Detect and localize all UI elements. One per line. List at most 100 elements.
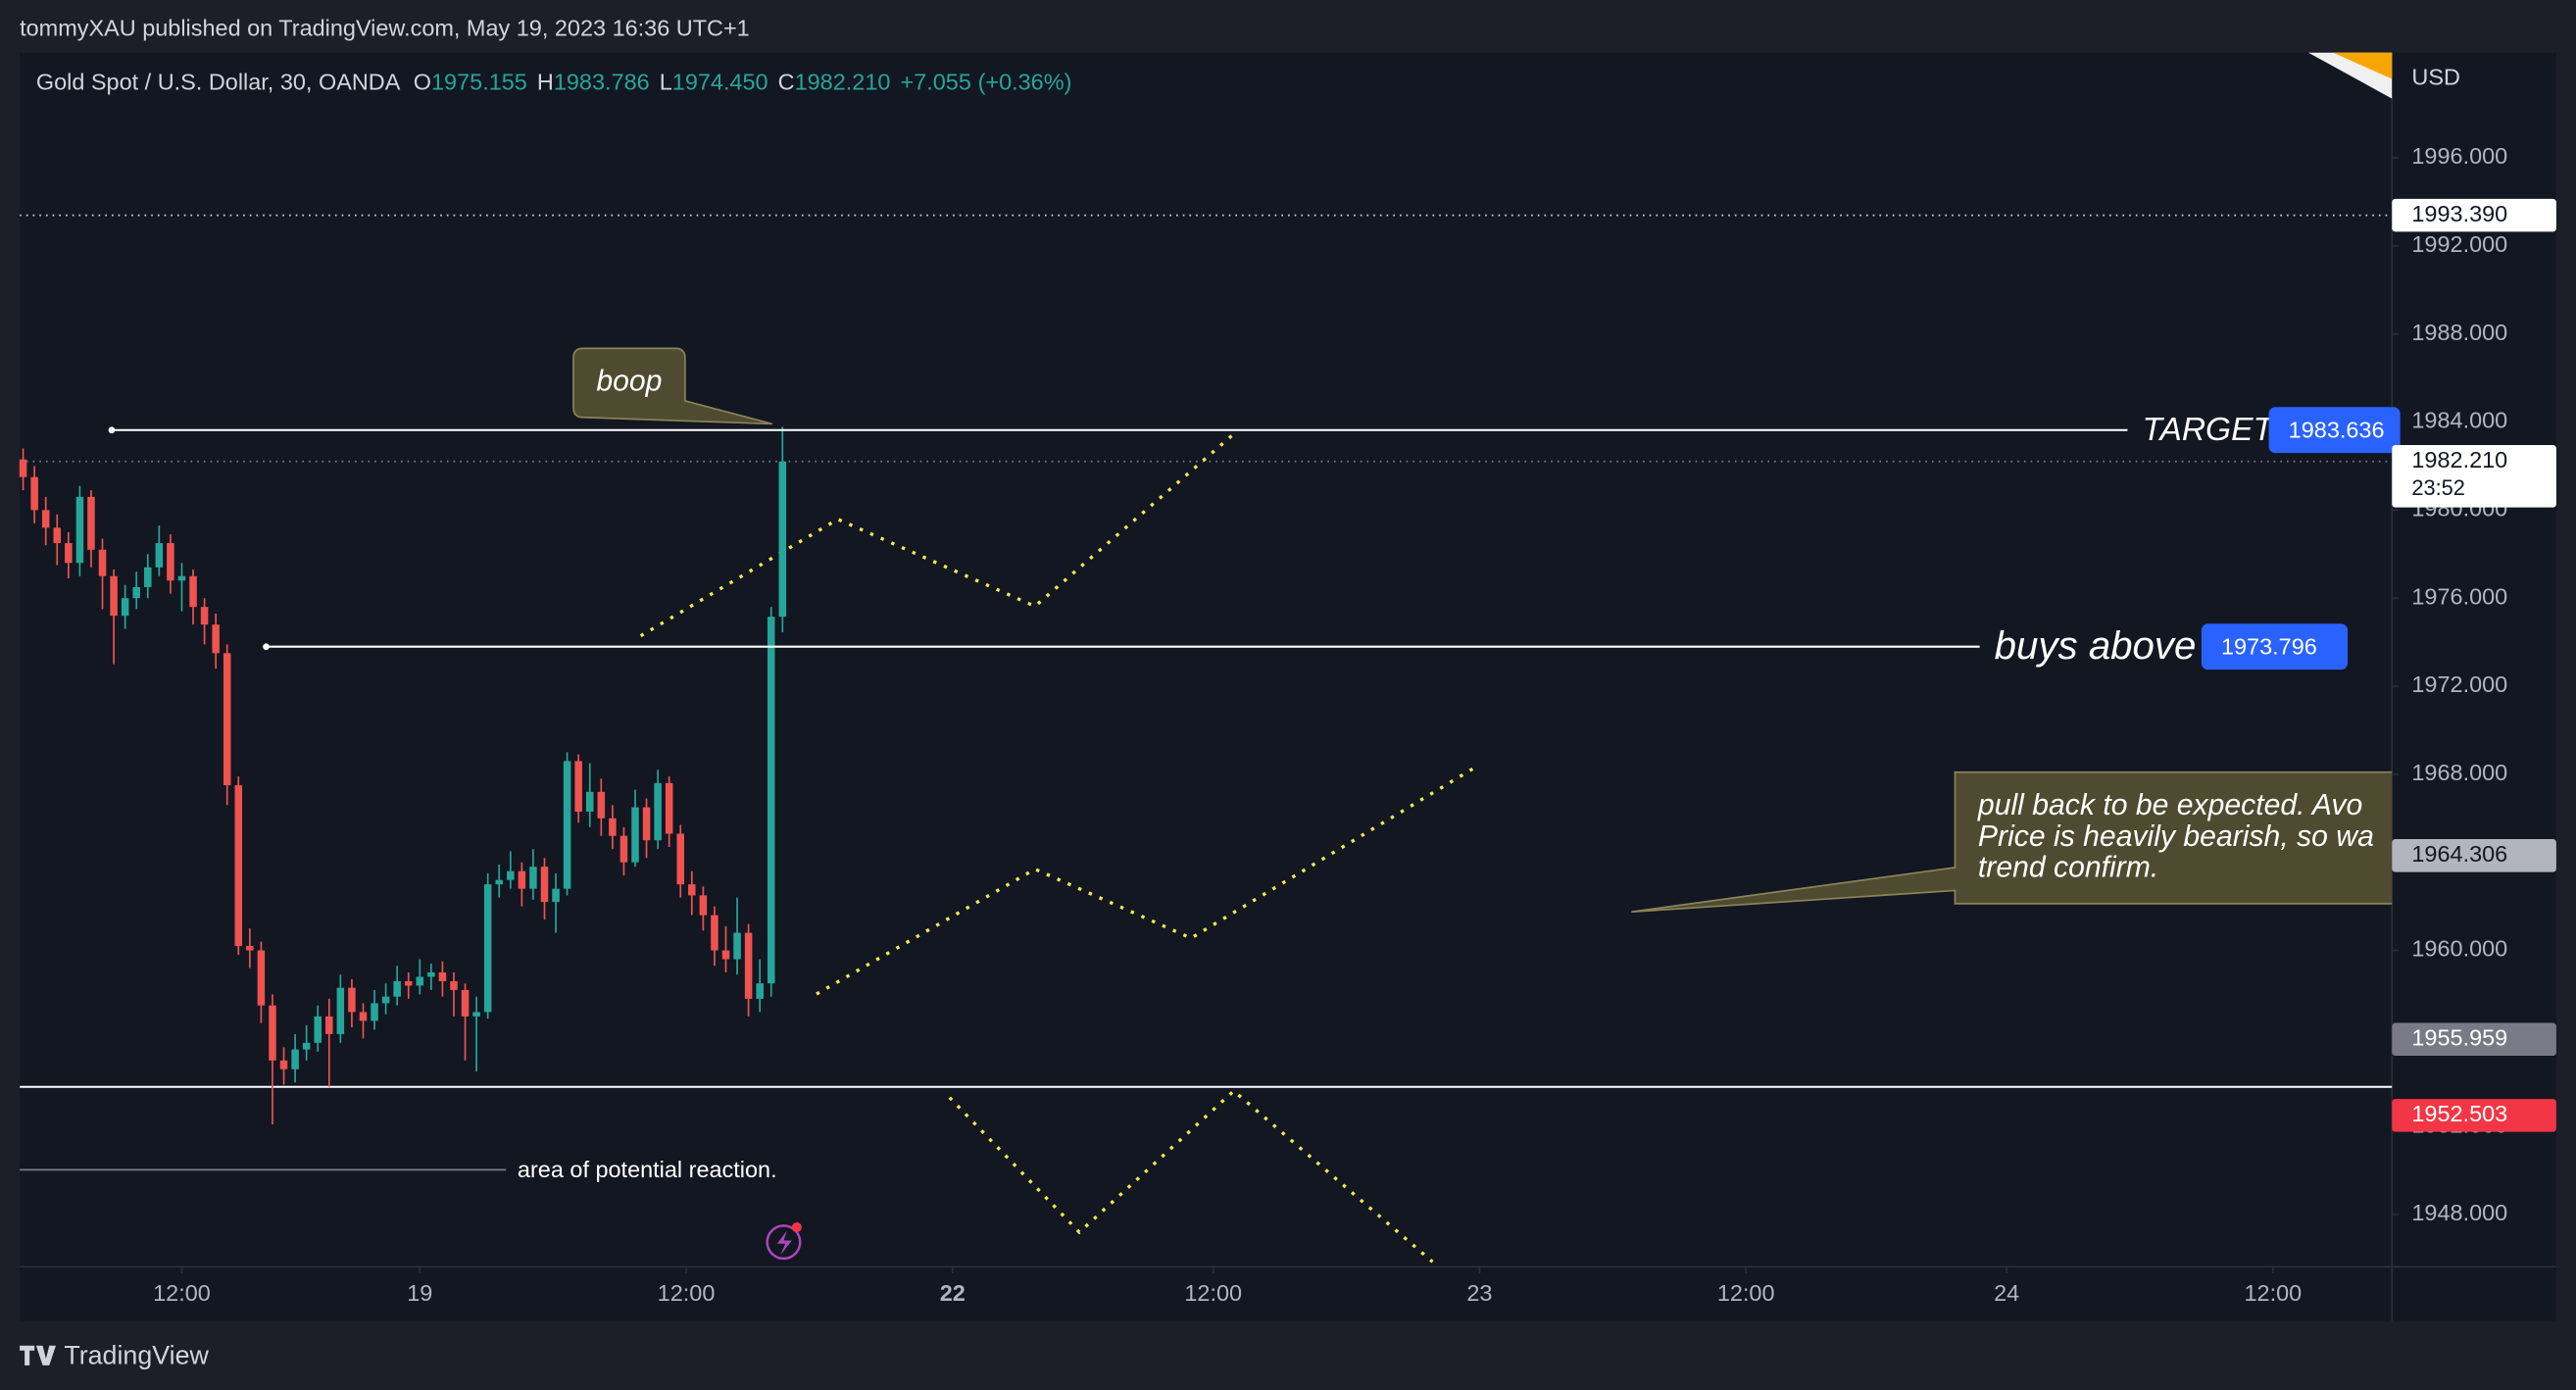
candle-body <box>483 884 492 1013</box>
legend-item: 1974.450 <box>672 70 768 95</box>
callout-text: pull back to be expected. Avo <box>1977 789 2362 821</box>
x-tick-label: 12:00 <box>1184 1280 1242 1306</box>
axis-unit: USD <box>2411 65 2460 90</box>
candle-body <box>19 459 27 477</box>
legend-item: 1975.155 <box>431 70 527 95</box>
candle-body <box>665 782 673 834</box>
legend-item: (+0.36%) <box>978 70 1072 95</box>
candle-body <box>110 575 118 617</box>
candle-body <box>30 476 38 511</box>
level-label: buys above <box>1995 623 2197 668</box>
x-tick-label: 12:00 <box>1717 1280 1775 1306</box>
candle-body <box>291 1049 299 1069</box>
candle-body <box>472 1012 480 1017</box>
zone-label: area of potential reaction. <box>518 1157 777 1182</box>
chart-panel <box>20 52 2556 1321</box>
candle-body <box>144 567 152 587</box>
callout: pull back to be expected. Avo Price is h… <box>1977 789 2374 884</box>
price-badge <box>2392 198 2556 232</box>
candle-body <box>257 950 266 1006</box>
level-badge <box>2201 623 2349 670</box>
callout-box <box>1631 770 2393 914</box>
y-tick-label: 1948.000 <box>2411 1200 2507 1225</box>
candle-body <box>461 989 470 1017</box>
candle-body <box>404 980 413 986</box>
candle-body <box>336 987 345 1034</box>
candle-body <box>699 895 708 916</box>
candle-body <box>53 527 62 544</box>
y-tick-label: 1996.000 <box>2411 143 2507 169</box>
y-tick-label: 1972.000 <box>2411 671 2507 697</box>
candle-body <box>733 932 741 960</box>
candle-body <box>359 1012 368 1021</box>
price-badge <box>2392 444 2556 508</box>
legend-item: O <box>414 70 431 95</box>
forecast-path <box>948 1088 1434 1264</box>
candle-body <box>167 543 174 581</box>
candle-body <box>552 888 560 903</box>
candle-body <box>438 971 447 981</box>
level-anchor <box>263 643 270 651</box>
y-tick-label: 1984.000 <box>2411 408 2507 433</box>
x-tick-label: 12:00 <box>153 1280 211 1306</box>
price-badge <box>2392 1022 2556 1057</box>
candle-body <box>223 653 231 786</box>
candle-body <box>688 884 696 896</box>
candle-body <box>507 870 515 880</box>
event-icon[interactable] <box>766 1224 802 1261</box>
candle-body <box>654 782 662 841</box>
candle-body <box>744 932 753 999</box>
event-icon <box>776 1230 792 1256</box>
candle-body <box>450 980 458 990</box>
candle-body <box>314 1016 322 1043</box>
x-tick-label: 22 <box>940 1280 966 1306</box>
candle-body <box>41 510 50 528</box>
candle-body <box>234 785 243 947</box>
candle-body <box>246 946 254 951</box>
candle-body <box>200 607 209 625</box>
candle-body <box>212 624 220 654</box>
price-badge-label: 1964.306 <box>2411 841 2507 867</box>
candle-body <box>574 761 582 813</box>
legend-item: L <box>660 70 672 95</box>
forecast-path <box>816 766 1476 996</box>
x-tick-label: 23 <box>1466 1280 1492 1306</box>
candle-body <box>721 950 730 960</box>
candle-body <box>631 807 639 863</box>
legend-item: Gold Spot / U.S. Dollar, 30, OANDA <box>36 70 401 95</box>
legend: Gold Spot / U.S. Dollar, 30, OANDA O1975.… <box>36 70 1072 95</box>
event-dot <box>791 1222 802 1233</box>
candle-body <box>609 818 617 836</box>
y-tick-label: 1992.000 <box>2411 231 2507 257</box>
x-tick-label: 19 <box>407 1280 432 1306</box>
legend-item: 1982.210 <box>795 70 891 95</box>
price-badge-label: 1982.210 <box>2411 447 2507 472</box>
callout-text: trend confirm. <box>1978 852 2158 884</box>
candle-body <box>177 575 186 581</box>
candle-body <box>269 1005 276 1061</box>
legend-item: H <box>537 70 554 95</box>
candle-body <box>529 867 537 889</box>
candle-body <box>393 980 401 997</box>
y-tick-label: 1988.000 <box>2411 320 2507 345</box>
price-badge-label: 1955.959 <box>2411 1024 2507 1050</box>
candle-body <box>642 807 651 841</box>
candle-body <box>518 870 526 889</box>
candle-body <box>325 1016 333 1034</box>
price-badge-label: 1952.503 <box>2411 1101 2507 1126</box>
legend-item: 1983.786 <box>554 70 650 95</box>
candle-body <box>132 586 140 599</box>
level-anchor <box>108 426 116 434</box>
x-tick-label: 24 <box>1994 1280 2019 1306</box>
candle-body <box>619 835 628 863</box>
candle-body <box>302 1042 311 1050</box>
price-badge <box>2392 1099 2556 1132</box>
candle-body <box>756 983 764 999</box>
candle-body <box>381 996 390 1004</box>
candle-body <box>65 543 73 564</box>
candle-body <box>416 976 424 986</box>
candle-body <box>597 791 606 819</box>
callout-text: boop <box>596 366 662 398</box>
candle-body <box>87 496 95 550</box>
